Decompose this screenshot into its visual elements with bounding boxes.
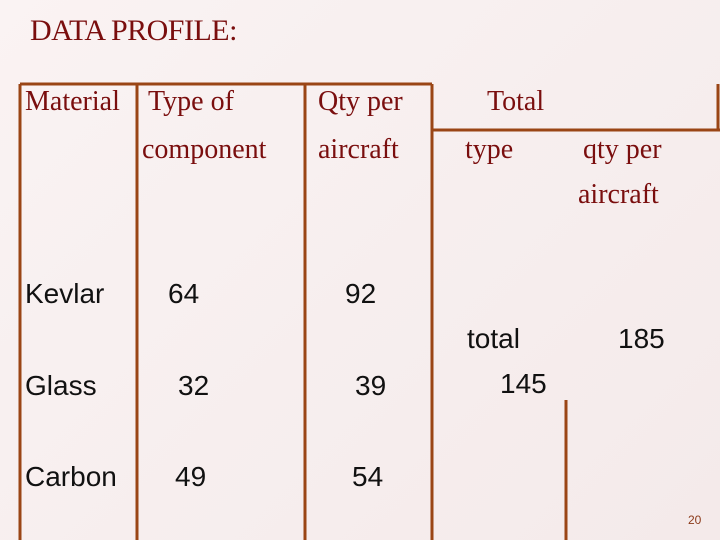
header: qty per <box>583 134 662 165</box>
header: Qty per <box>318 86 403 117</box>
header: aircraft <box>578 179 659 210</box>
header: Type of <box>148 86 234 117</box>
cell: Glass <box>25 370 97 401</box>
cell: 145 <box>500 368 547 399</box>
header: Total <box>487 86 545 117</box>
title: DATA PROFILE: <box>30 14 237 47</box>
cell: 92 <box>345 278 377 309</box>
header: Material <box>25 86 120 117</box>
header: type <box>465 134 514 165</box>
cell: 32 <box>178 370 210 401</box>
header: component <box>142 134 267 165</box>
cell: Kevlar <box>25 278 105 309</box>
cell: total <box>467 323 520 354</box>
cell: Carbon <box>25 461 117 492</box>
header: aircraft <box>318 134 399 165</box>
cell: 54 <box>352 461 384 492</box>
cell: 39 <box>355 370 387 401</box>
cell: 185 <box>618 323 665 354</box>
cell: 64 <box>168 278 200 309</box>
page-number: 20 <box>688 513 702 527</box>
cell: 49 <box>175 461 207 492</box>
